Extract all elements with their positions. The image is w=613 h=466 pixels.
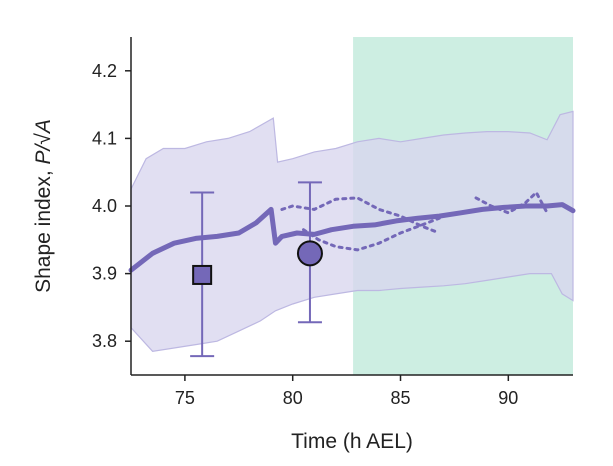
x-tick-label: 90 [498,388,518,408]
y-axis-label-formula: P/√A [32,119,55,164]
confidence-band [130,110,574,352]
square-marker [192,264,213,285]
y-ticks: 3.8 3.9 4.0 4.1 4.2 [92,61,131,351]
markers [190,181,323,358]
dotted-trace-upper [280,196,441,235]
y-tick-label: 3.9 [92,264,117,284]
x-tick-label: 75 [175,388,195,408]
y-tick-label: 4.1 [92,128,117,148]
y-tick-label: 4.2 [92,61,117,81]
x-tick-label: 80 [283,388,303,408]
dotted-trace-late [474,190,549,215]
x-tick-label: 85 [390,388,410,408]
x-ticks: 75 80 85 90 [175,375,518,408]
x-axis-label: Time (h AEL) [291,430,413,453]
y-tick-label: 3.8 [92,331,117,351]
mean-line [128,202,576,273]
circle-marker [296,240,323,267]
dotted-trace-lower [302,216,441,252]
y-axis-label-prefix: Shape index, [32,164,55,292]
y-axis-label: Shape index, P/√A [32,119,55,293]
y-tick-label: 4.0 [92,196,117,216]
